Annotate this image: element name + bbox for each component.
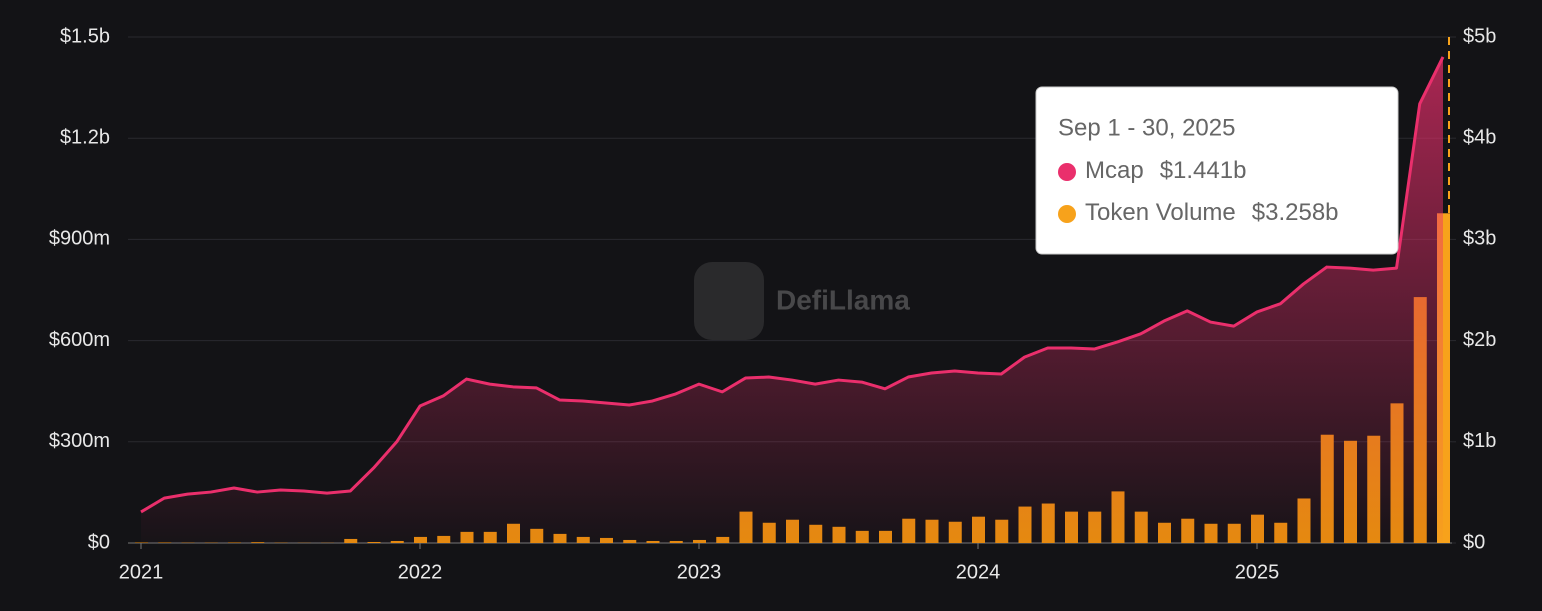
y2-tick-label: $5b [1463,25,1496,47]
x-tick-label: 2021 [119,561,164,583]
x-tick-label: 2025 [1235,561,1280,583]
y-tick-label: $600m [49,329,110,351]
tooltip-dot [1058,163,1076,181]
y2-tick-label: $3b [1463,228,1496,250]
x-tick-label: 2023 [677,561,722,583]
tooltip: Sep 1 - 30, 2025 Mcap $1.441b Token Volume $… [1036,87,1398,254]
y-tick-label: $0 [88,531,110,553]
y-tick-label: $300m [49,430,110,452]
x-tick-label: 2024 [956,561,1001,583]
tooltip-title: Sep 1 - 30, 2025 [1058,114,1235,141]
y2-tick-label: $4b [1463,126,1496,148]
watermark-text: DefiLlama [776,284,910,315]
y2-tick-label: $0 [1463,531,1485,553]
tooltip-item: Mcap $1.441b [1085,157,1246,184]
tooltip-value: $1.441b [1160,157,1247,184]
y2-tick-label: $1b [1463,430,1496,452]
watermark-logo [694,262,764,340]
y-tick-label: $1.5b [60,25,110,47]
tooltip-value: $3.258b [1252,199,1339,226]
y-tick-label: $1.2b [60,126,110,148]
y2-tick-label: $2b [1463,329,1496,351]
tooltip-item: Token Volume $3.258b [1085,199,1339,226]
tooltip-dot [1058,205,1076,223]
x-tick-label: 2022 [398,561,443,583]
tooltip-series-name: Mcap [1085,157,1144,184]
y-tick-label: $900m [49,228,110,250]
tooltip-series-name: Token Volume [1085,199,1236,226]
